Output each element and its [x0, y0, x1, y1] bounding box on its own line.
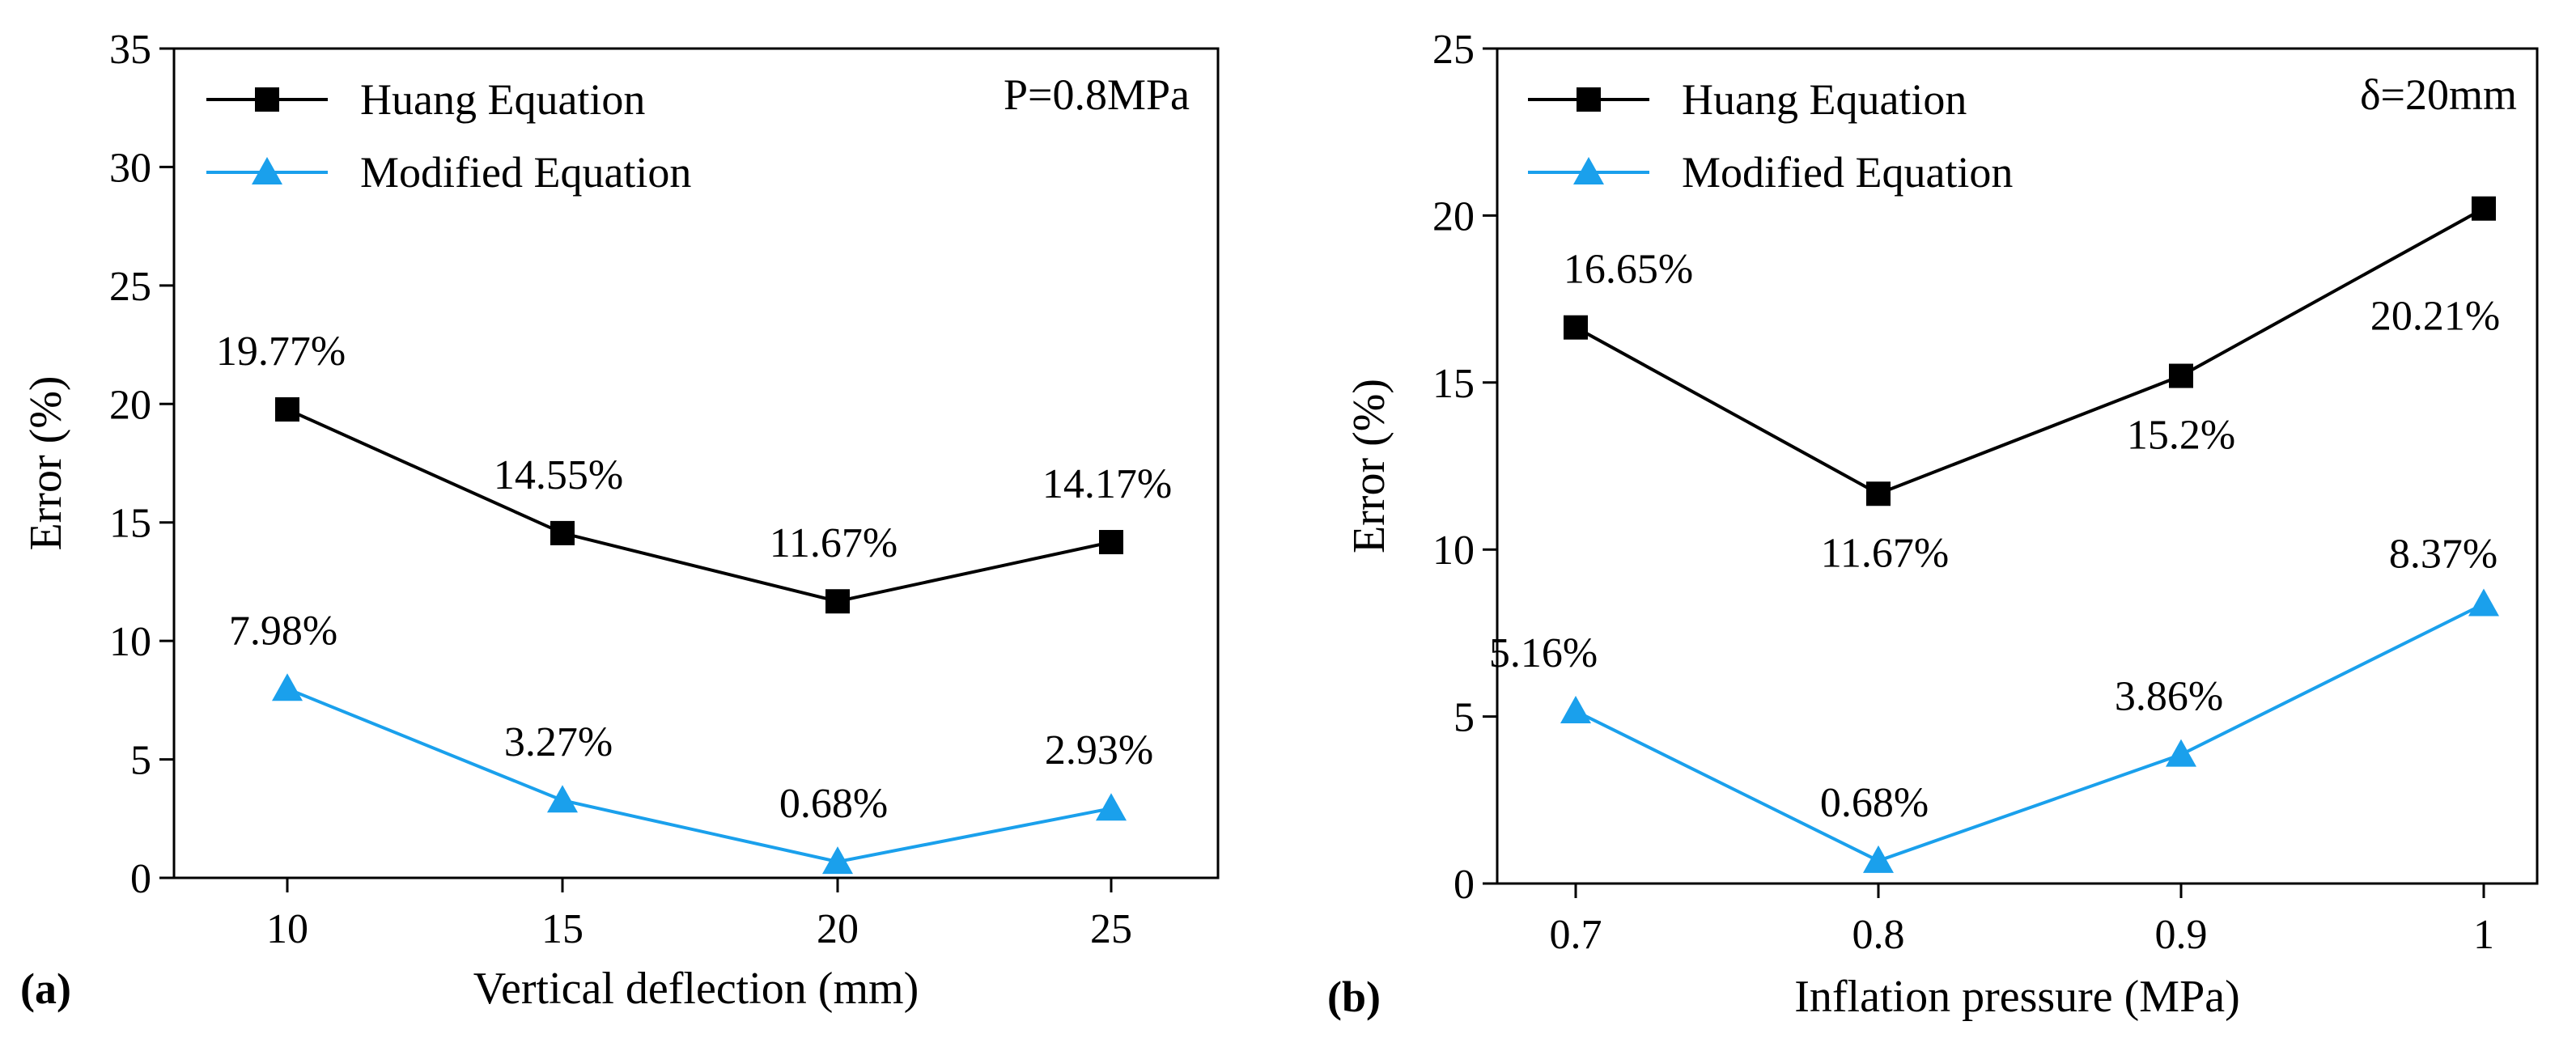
legend-label: Modified Equation	[1682, 148, 2013, 197]
y-tick-label: 5	[1454, 695, 1475, 741]
data-label: 11.67%	[1821, 530, 1949, 576]
legend-label: Modified Equation	[360, 148, 691, 197]
series-huang-equation: 16.65% 11.67% 15.2% 20.21%	[1564, 196, 2500, 576]
data-point	[1099, 530, 1123, 555]
series-line	[1575, 602, 2485, 863]
data-point	[275, 397, 299, 422]
data-point	[1096, 793, 1127, 821]
legend-item: Huang Equation	[206, 75, 645, 124]
y-tick-label: 30	[109, 145, 151, 191]
data-label: 16.65%	[1564, 247, 1693, 293]
series-modified-equation: 7.98% 3.27% 0.68% 2.93%	[229, 608, 1153, 875]
series-line	[1575, 206, 2485, 496]
x-tick-label: 20	[817, 906, 859, 952]
legend-marker	[1573, 157, 1604, 184]
legend-label: Huang Equation	[1682, 75, 1967, 124]
data-label: 5.16%	[1489, 630, 1598, 676]
x-tick-label: 0.9	[2155, 912, 2208, 958]
legend-marker	[255, 87, 279, 112]
y-axis-label: Error (%)	[1344, 379, 1394, 553]
y-tick-label: 25	[1432, 27, 1475, 73]
y-tick-label: 0	[1454, 862, 1475, 908]
x-tick-label: 0.7	[1550, 912, 1602, 958]
series-modified-equation: 5.16% 0.68% 3.86% 8.37%	[1489, 531, 2499, 873]
data-label: 15.2%	[2127, 413, 2235, 459]
data-label: 3.86%	[2115, 674, 2223, 720]
data-point	[2472, 196, 2496, 221]
y-axis-label: Error (%)	[21, 375, 71, 550]
data-point	[272, 673, 303, 701]
legend-item: Modified Equation	[206, 148, 691, 197]
legend-marker	[252, 157, 282, 184]
legend-marker	[1577, 87, 1601, 112]
data-label: 14.55%	[494, 452, 623, 498]
y-tick-label: 15	[1432, 361, 1475, 407]
data-point	[822, 846, 853, 875]
data-point	[547, 785, 578, 813]
x-tick-label: 10	[266, 906, 308, 952]
data-label: 11.67%	[770, 520, 898, 566]
series-line	[286, 408, 1112, 604]
data-point	[1866, 481, 1891, 506]
data-label: 2.93%	[1045, 727, 1153, 773]
x-tick-label: 25	[1090, 906, 1132, 952]
chart-panel-b: 0 5 10 15 20 25 0.7 0.8 0.9 1 Inflation pressure (…	[1327, 27, 2539, 1022]
y-tick-label: 20	[109, 382, 151, 428]
data-point	[825, 589, 850, 614]
panel-label: (b)	[1327, 973, 1381, 1021]
data-point	[1560, 695, 1591, 723]
x-axis-label: Inflation pressure (MPa)	[1794, 972, 2240, 1022]
condition-annotation: δ=20mm	[2360, 70, 2517, 119]
data-label: 0.68%	[1820, 780, 1929, 826]
series-huang-equation: 19.77% 14.55% 11.67% 14.17%	[216, 328, 1172, 614]
plot-frame	[1496, 47, 2539, 885]
data-point	[550, 520, 575, 545]
legend-item: Modified Equation	[1528, 148, 2013, 197]
data-point	[2166, 739, 2196, 767]
panel-label: (a)	[20, 964, 71, 1013]
data-label: 3.27%	[504, 719, 613, 765]
y-tick-label: 10	[109, 619, 151, 665]
chart-panel-a: 0 5 10 15 20 25 30 35 10 15 20 25 Vertical deflectio…	[20, 27, 1220, 1014]
data-label: 19.77%	[216, 328, 346, 375]
data-label: 20.21%	[2370, 294, 2500, 340]
data-point	[1863, 845, 1894, 873]
x-axis-label: Vertical deflection (mm)	[473, 964, 919, 1014]
y-tick-label: 0	[130, 856, 151, 902]
data-point	[2468, 588, 2499, 617]
y-tick-label: 35	[109, 27, 151, 73]
y-tick-label: 25	[109, 264, 151, 310]
plot-frame	[172, 47, 1220, 879]
condition-annotation: P=0.8MPa	[1004, 70, 1190, 119]
x-tick-label: 1	[2473, 912, 2494, 958]
y-tick-label: 15	[109, 501, 151, 547]
data-label: 14.17%	[1042, 461, 1172, 507]
data-point	[2169, 363, 2193, 388]
legend-item: Huang Equation	[1528, 75, 1967, 124]
x-tick-label: 0.8	[1852, 912, 1905, 958]
series-line	[286, 687, 1112, 864]
y-tick-label: 5	[130, 738, 151, 784]
legend-label: Huang Equation	[360, 75, 645, 124]
data-label: 7.98%	[229, 608, 337, 654]
y-tick-label: 20	[1432, 193, 1475, 239]
x-tick-label: 15	[541, 906, 584, 952]
y-tick-label: 10	[1432, 528, 1475, 574]
data-point	[1564, 315, 1588, 340]
data-label: 0.68%	[779, 781, 888, 827]
data-label: 8.37%	[2389, 531, 2497, 577]
